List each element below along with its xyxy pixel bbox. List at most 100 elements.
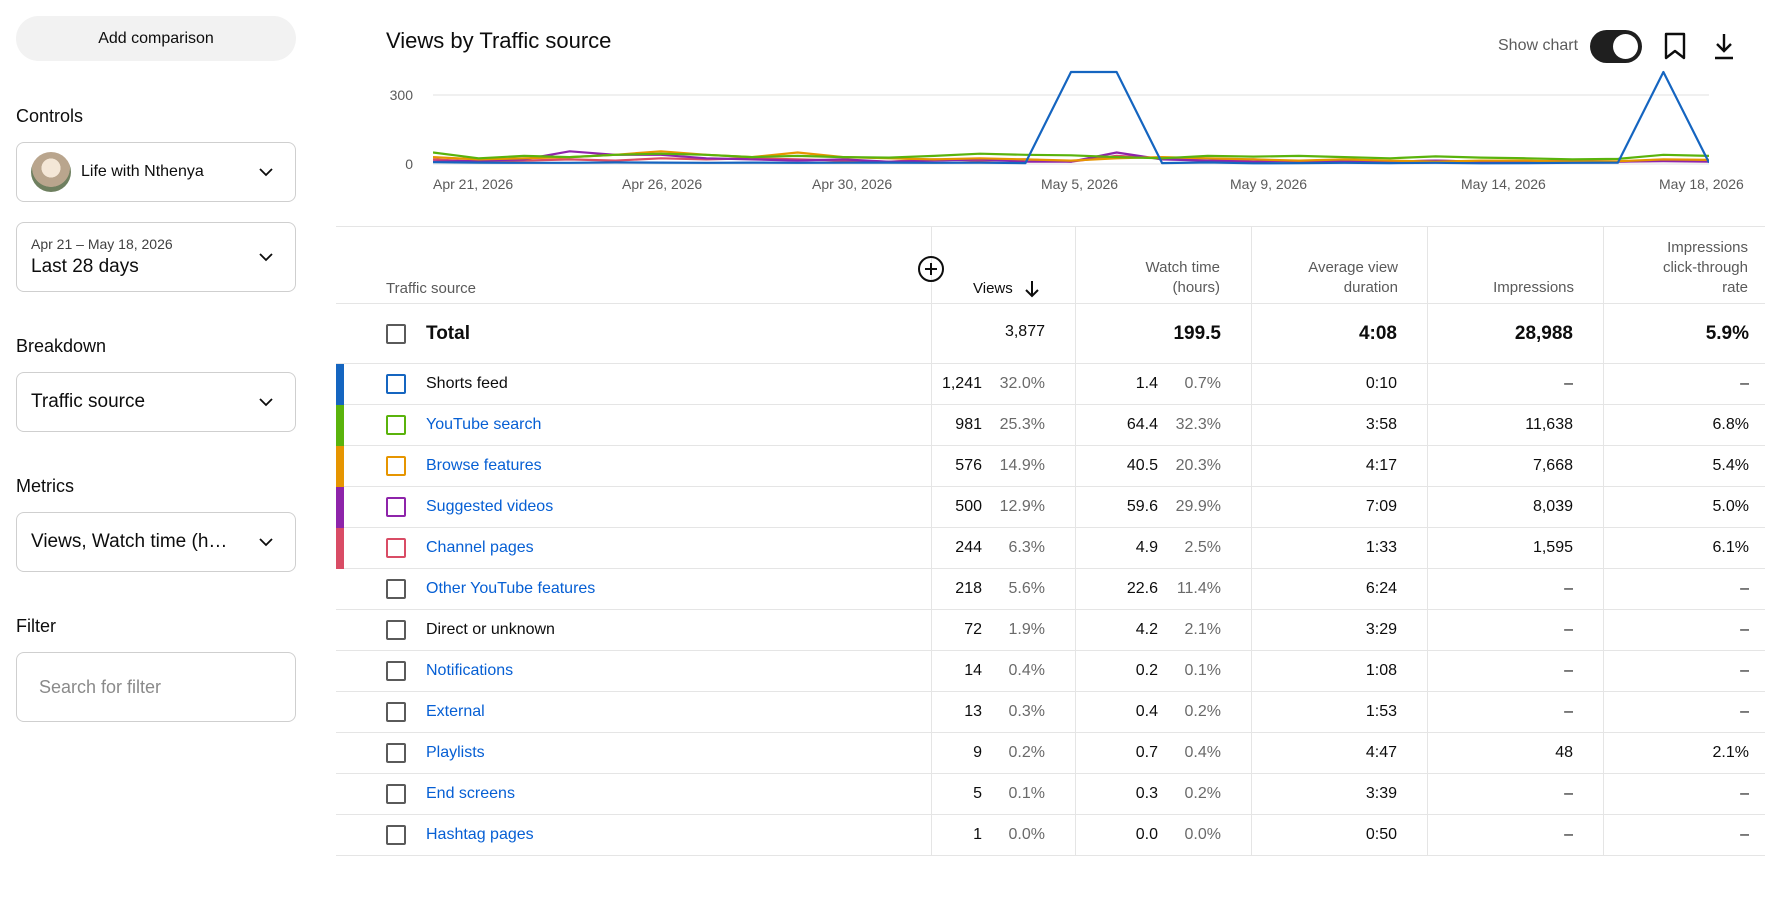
table-row[interactable]: Direct or unknown bbox=[336, 610, 1765, 651]
filter-title: Filter bbox=[16, 616, 56, 636]
row-checkbox[interactable] bbox=[386, 497, 406, 517]
y-tick-label: 300 bbox=[390, 87, 414, 103]
series-color-stripe bbox=[336, 487, 344, 528]
metrics-title: Metrics bbox=[16, 476, 74, 496]
table-row[interactable]: Shorts feed bbox=[336, 364, 1765, 405]
header-watch-time[interactable]: Watch time (hours) bbox=[1096, 258, 1220, 298]
row-checkbox[interactable] bbox=[386, 374, 406, 394]
download-icon[interactable] bbox=[1708, 30, 1740, 62]
row-checkbox[interactable] bbox=[386, 620, 406, 640]
table-row[interactable]: Channel pages bbox=[336, 528, 1765, 569]
views-percent: 0.2% bbox=[1008, 744, 1045, 761]
traffic-source-name[interactable]: Playlists bbox=[426, 744, 485, 761]
table-row[interactable]: External bbox=[336, 692, 1765, 733]
watch-time-value: 0.0 bbox=[1135, 826, 1158, 843]
row-checkbox[interactable] bbox=[386, 784, 406, 804]
table-row[interactable]: Notifications bbox=[336, 651, 1765, 692]
impressions-value: 8,039 bbox=[1532, 498, 1573, 515]
watch-time-percent: 2.5% bbox=[1184, 539, 1221, 556]
traffic-source-name[interactable]: Suggested videos bbox=[426, 498, 554, 515]
date-range-dropdown[interactable]: Apr 21 – May 18, 2026 Last 28 days bbox=[16, 222, 296, 292]
ctr-value: 5.0% bbox=[1712, 498, 1749, 515]
row-checkbox[interactable] bbox=[386, 702, 406, 722]
traffic-source-name[interactable]: Hashtag pages bbox=[426, 826, 534, 843]
add-metric-icon[interactable] bbox=[917, 255, 945, 283]
watch-time-percent: 0.7% bbox=[1184, 375, 1221, 392]
total-avg-view-duration: 4:08 bbox=[1358, 323, 1397, 344]
header-watch-time-line1: Watch time bbox=[1145, 259, 1220, 276]
watch-time-percent: 0.4% bbox=[1184, 744, 1221, 761]
chevron-down-icon bbox=[259, 398, 273, 407]
row-checkbox[interactable] bbox=[386, 579, 406, 599]
bookmark-icon[interactable] bbox=[1659, 30, 1691, 62]
traffic-source-name[interactable]: Browse features bbox=[426, 457, 542, 474]
row-checkbox[interactable] bbox=[386, 661, 406, 681]
header-ctr[interactable]: Impressions click-through rate bbox=[1624, 238, 1748, 298]
series-line bbox=[433, 150, 1709, 164]
sort-arrow-down-icon[interactable] bbox=[1024, 280, 1040, 298]
header-impressions[interactable]: Impressions bbox=[1493, 279, 1574, 296]
series-color-stripe bbox=[336, 405, 344, 446]
add-comparison-button[interactable]: Add comparison bbox=[16, 16, 296, 61]
traffic-source-name[interactable]: Other YouTube features bbox=[426, 580, 596, 597]
traffic-source-name[interactable]: External bbox=[426, 703, 485, 720]
watch-time-percent: 0.0% bbox=[1184, 826, 1221, 843]
row-checkbox[interactable] bbox=[386, 538, 406, 558]
metrics-value: Views, Watch time (hours) bbox=[31, 531, 236, 552]
table-row[interactable]: Other YouTube features bbox=[336, 569, 1765, 610]
watch-time-percent: 0.2% bbox=[1184, 785, 1221, 802]
show-chart-toggle[interactable] bbox=[1590, 30, 1642, 63]
channel-name: Life with Nthenya bbox=[81, 163, 204, 180]
views-value: 5 bbox=[973, 785, 982, 802]
breakdown-value: Traffic source bbox=[31, 391, 146, 412]
table-row[interactable]: Browse features bbox=[336, 446, 1765, 487]
table-row[interactable]: End screens bbox=[336, 774, 1765, 815]
views-percent: 32.0% bbox=[999, 375, 1045, 392]
watch-time-value: 0.7 bbox=[1135, 744, 1158, 761]
x-tick-label: May 5, 2026 bbox=[1041, 176, 1118, 192]
watch-time-percent: 20.3% bbox=[1175, 457, 1221, 474]
traffic-source-name[interactable]: End screens bbox=[426, 785, 515, 802]
x-tick-label: May 18, 2026 bbox=[1659, 176, 1744, 192]
avg-view-duration-value: 3:39 bbox=[1365, 785, 1397, 802]
breakdown-dropdown[interactable]: Traffic source bbox=[16, 372, 296, 432]
views-percent: 0.3% bbox=[1008, 703, 1045, 720]
views-value: 244 bbox=[955, 539, 982, 556]
row-checkbox[interactable] bbox=[386, 825, 406, 845]
table-row[interactable]: Suggested videos bbox=[336, 487, 1765, 528]
views-value: 14 bbox=[964, 662, 982, 679]
row-checkbox[interactable] bbox=[386, 456, 406, 476]
watch-time-value: 0.3 bbox=[1135, 785, 1158, 802]
total-checkbox[interactable] bbox=[386, 324, 406, 344]
avg-view-duration-value: 0:50 bbox=[1365, 826, 1397, 843]
traffic-source-name[interactable]: Channel pages bbox=[426, 539, 534, 556]
views-value: 9 bbox=[973, 744, 982, 761]
table-row[interactable]: Hashtag pages bbox=[336, 815, 1765, 856]
avg-view-duration-value: 1:08 bbox=[1365, 662, 1397, 679]
row-checkbox[interactable] bbox=[386, 415, 406, 435]
impressions-value: – bbox=[1564, 580, 1573, 597]
traffic-source-name[interactable]: Notifications bbox=[426, 662, 514, 679]
header-average-view-duration[interactable]: Average view duration bbox=[1272, 258, 1398, 298]
watch-time-percent: 0.2% bbox=[1184, 703, 1221, 720]
avatar bbox=[31, 152, 71, 192]
views-percent: 0.0% bbox=[1008, 826, 1045, 843]
avg-view-duration-value: 4:17 bbox=[1365, 457, 1397, 474]
header-avd-line2: duration bbox=[1343, 279, 1398, 296]
watch-time-percent: 32.3% bbox=[1175, 416, 1221, 433]
metrics-dropdown[interactable]: Views, Watch time (hours) bbox=[16, 512, 296, 572]
chart-title: Views by Traffic source bbox=[386, 28, 612, 53]
impressions-value: 1,595 bbox=[1532, 539, 1573, 556]
table-row[interactable]: Playlists bbox=[336, 733, 1765, 774]
ctr-value: 6.1% bbox=[1712, 539, 1749, 556]
header-views[interactable]: Views bbox=[973, 280, 1013, 297]
filter-search-input[interactable]: Search for filter bbox=[16, 652, 296, 722]
channel-dropdown[interactable]: Life with Nthenya bbox=[16, 142, 296, 202]
table-row[interactable]: YouTube search bbox=[336, 405, 1765, 446]
row-checkbox[interactable] bbox=[386, 743, 406, 763]
traffic-source-name[interactable]: YouTube search bbox=[426, 416, 542, 433]
x-tick-label: May 14, 2026 bbox=[1461, 176, 1546, 192]
x-tick-label: Apr 30, 2026 bbox=[812, 176, 892, 192]
avg-view-duration-value: 1:53 bbox=[1365, 703, 1397, 720]
ctr-value: 6.8% bbox=[1712, 416, 1749, 433]
